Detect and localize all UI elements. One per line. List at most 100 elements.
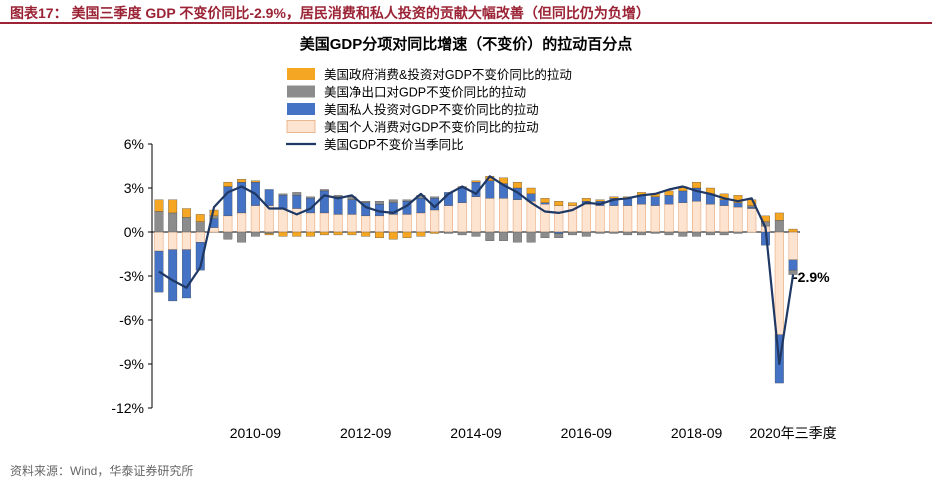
bar-net-export xyxy=(402,199,412,202)
chart-title: 美国GDP分项对同比增速（不变价）的拉动百分点 xyxy=(300,35,633,53)
bar-gov xyxy=(692,181,702,189)
bar-personal-cons xyxy=(554,205,564,233)
bar-gov xyxy=(250,180,260,183)
bar-gov xyxy=(430,231,440,234)
bar-private-invest xyxy=(733,202,743,208)
bar-net-export xyxy=(719,231,729,236)
bar-net-export xyxy=(568,231,577,236)
bar-personal-cons xyxy=(664,203,674,233)
bar-personal-cons xyxy=(181,231,192,250)
bar-gov xyxy=(388,231,398,240)
bar-gov xyxy=(278,231,288,237)
figure-title: 图表17： 美国三季度 GDP 不变价同比-2.9%，居民消费和私人投资的贡献大… xyxy=(10,5,650,21)
bar-private-invest xyxy=(540,202,550,205)
bar-private-invest xyxy=(650,196,660,206)
bar-net-export xyxy=(457,231,467,236)
bar-gov xyxy=(581,198,591,202)
bar-personal-cons xyxy=(374,215,385,233)
bar-net-export xyxy=(512,231,522,243)
bar-personal-cons xyxy=(747,208,757,233)
bar-net-export xyxy=(650,231,660,234)
bar-gov xyxy=(540,198,550,203)
bar-net-export xyxy=(278,193,288,196)
bar-private-invest xyxy=(347,199,357,215)
bar-gov xyxy=(264,233,274,236)
bar-gov xyxy=(182,208,191,218)
bar-private-invest xyxy=(333,196,343,215)
x-tick-label: 2016-09 xyxy=(561,425,613,441)
bar-net-export xyxy=(485,231,495,241)
gdp-line xyxy=(158,175,795,366)
bar-personal-cons xyxy=(278,208,288,233)
bar-net-export xyxy=(705,231,715,236)
bar-gov xyxy=(416,231,426,237)
bar-net-export xyxy=(264,231,274,234)
bar-net-export xyxy=(444,231,453,234)
x-axis: 2010-09 2012-09 2014-09 2016-09 2018-09 2020年… xyxy=(230,425,837,441)
bar-gov xyxy=(554,201,564,206)
bar-net-export xyxy=(223,231,233,240)
bar-net-export xyxy=(375,201,384,205)
bar-personal-cons xyxy=(347,214,357,233)
bar-net-export xyxy=(333,195,343,197)
bar-personal-cons xyxy=(361,215,371,233)
latest-value-annotation: -2.9% xyxy=(793,269,830,285)
bar-net-export xyxy=(692,231,702,237)
bar-gov xyxy=(568,202,577,206)
bar-gov xyxy=(195,214,205,222)
bar-net-export xyxy=(306,196,315,199)
bar-personal-cons xyxy=(237,212,247,233)
bar-gov xyxy=(733,195,743,203)
bar-personal-cons xyxy=(250,205,260,233)
bar-private-invest xyxy=(195,242,205,271)
bar-private-invest xyxy=(168,249,178,302)
bar-private-invest xyxy=(485,180,495,199)
bar-personal-cons xyxy=(457,202,467,233)
bar-personal-cons xyxy=(609,205,619,233)
bar-net-export xyxy=(595,231,605,234)
bar-personal-cons xyxy=(443,205,453,233)
x-tick-label: 2014-09 xyxy=(450,425,502,441)
bar-private-invest xyxy=(457,187,467,203)
bar-personal-cons xyxy=(485,197,495,233)
bar-net-export xyxy=(733,231,743,234)
bar-private-invest xyxy=(719,199,729,206)
bar-gov xyxy=(154,199,164,212)
bar-net-export xyxy=(430,196,440,199)
bar-personal-cons xyxy=(678,202,688,233)
source-note: 资料来源：Wind，华泰证券研究所 xyxy=(10,464,194,478)
bar-personal-cons xyxy=(471,196,481,233)
x-tick-label: 2012-09 xyxy=(340,425,392,441)
bar-gov xyxy=(402,231,412,239)
bar-personal-cons xyxy=(692,200,702,233)
bar-net-export xyxy=(237,231,247,243)
bar-personal-cons xyxy=(305,212,316,233)
bar-personal-cons xyxy=(223,215,233,233)
bar-personal-cons xyxy=(499,197,509,233)
bar-personal-cons xyxy=(388,214,398,233)
x-tick-label: 2010-09 xyxy=(230,425,282,441)
y-tick-label: 3% xyxy=(124,180,144,196)
bar-net-export xyxy=(623,231,633,236)
bar-private-invest xyxy=(292,195,302,209)
bar-personal-cons xyxy=(595,205,605,233)
bar-personal-cons xyxy=(705,203,715,233)
bar-net-export xyxy=(554,233,564,239)
legend-label: 美国净出口对GDP不变价同比的拉动 xyxy=(324,85,526,100)
bar-gov xyxy=(292,231,302,237)
bar-personal-cons xyxy=(430,209,440,233)
bar-gov xyxy=(788,228,798,233)
y-tick-label: 0% xyxy=(124,224,144,240)
bar-gov xyxy=(774,212,784,221)
bar-net-export xyxy=(526,231,536,243)
bar-net-export xyxy=(540,231,550,239)
bar-private-invest xyxy=(678,190,688,203)
legend-label: 美国GDP不变价当季同比 xyxy=(324,137,464,152)
bar-personal-cons xyxy=(333,214,343,233)
bar-net-export xyxy=(388,199,398,203)
bar-personal-cons xyxy=(319,212,329,233)
bar-net-export xyxy=(250,231,260,237)
bar-gov xyxy=(237,179,247,183)
bar-net-export xyxy=(292,192,302,196)
